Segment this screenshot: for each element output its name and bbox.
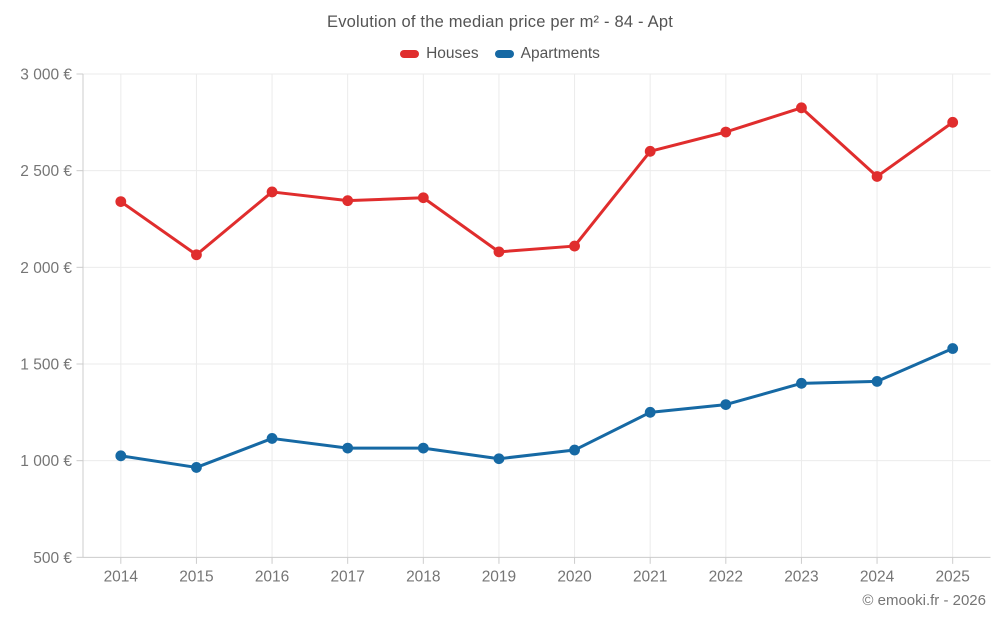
legend-label-houses: Houses	[426, 45, 479, 62]
apartments-data-point[interactable]	[191, 462, 202, 473]
y-axis-label: 1 500 €	[20, 356, 72, 373]
legend-item-houses[interactable]: Houses	[400, 45, 479, 63]
apartments-data-point[interactable]	[115, 450, 127, 462]
x-axis-label: 2016	[255, 568, 289, 585]
apartments-data-point[interactable]	[417, 442, 429, 454]
apartments-data-point[interactable]	[796, 377, 807, 389]
apartments-data-point[interactable]	[493, 453, 505, 465]
y-axis-label: 1 000 €	[20, 453, 72, 470]
apartments-data-point[interactable]	[266, 433, 278, 444]
legend-label-apartments: Apartments	[520, 45, 600, 62]
apartments-data-point[interactable]	[871, 375, 883, 387]
apartments-data-point[interactable]	[569, 444, 580, 456]
houses-data-point[interactable]	[417, 192, 429, 204]
houses-data-point[interactable]	[947, 116, 959, 128]
apartments-legend-swatch-icon	[494, 50, 514, 58]
houses-data-point[interactable]	[644, 145, 656, 157]
x-axis-label: 2024	[860, 568, 895, 585]
houses-data-point[interactable]	[569, 240, 580, 252]
houses-data-point[interactable]	[796, 102, 807, 114]
apartments-data-point[interactable]	[644, 406, 656, 418]
copyright-credit: © emooki.fr - 2026	[862, 592, 986, 609]
y-axis-label: 2 500 €	[20, 163, 72, 180]
houses-series-line	[119, 106, 955, 257]
houses-legend-swatch-icon	[400, 50, 420, 58]
houses-data-point[interactable]	[342, 195, 354, 207]
x-axis-label: 2019	[482, 568, 516, 585]
houses-data-point[interactable]	[191, 249, 202, 261]
y-axis-label: 3 000 €	[20, 67, 72, 84]
x-axis-label: 2018	[406, 568, 440, 585]
x-axis-label: 2017	[330, 568, 364, 585]
houses-data-point[interactable]	[720, 126, 732, 138]
houses-data-point[interactable]	[493, 246, 505, 258]
x-axis-label: 2014	[104, 568, 139, 585]
x-axis-label: 2021	[633, 568, 667, 585]
y-axis-label: 500 €	[33, 550, 72, 567]
x-axis-label: 2022	[709, 568, 743, 585]
houses-data-point[interactable]	[871, 171, 883, 182]
apartments-data-point[interactable]	[947, 343, 959, 354]
x-axis-label: 2020	[557, 568, 592, 585]
houses-data-point[interactable]	[266, 186, 278, 198]
x-axis-label: 2015	[179, 568, 213, 585]
legend-item-apartments[interactable]: Apartments	[494, 45, 600, 63]
apartments-data-point[interactable]	[720, 399, 732, 410]
chart-title: Evolution of the median price per m² - 8…	[327, 13, 673, 31]
apartments-series-line	[119, 347, 955, 469]
apartments-data-point[interactable]	[342, 442, 354, 454]
chart-legend: Houses Apartments	[0, 45, 1000, 63]
x-axis-label: 2025	[935, 568, 969, 585]
houses-data-point[interactable]	[115, 196, 127, 207]
y-axis-label: 2 000 €	[20, 260, 72, 277]
x-axis-label: 2023	[784, 568, 818, 585]
